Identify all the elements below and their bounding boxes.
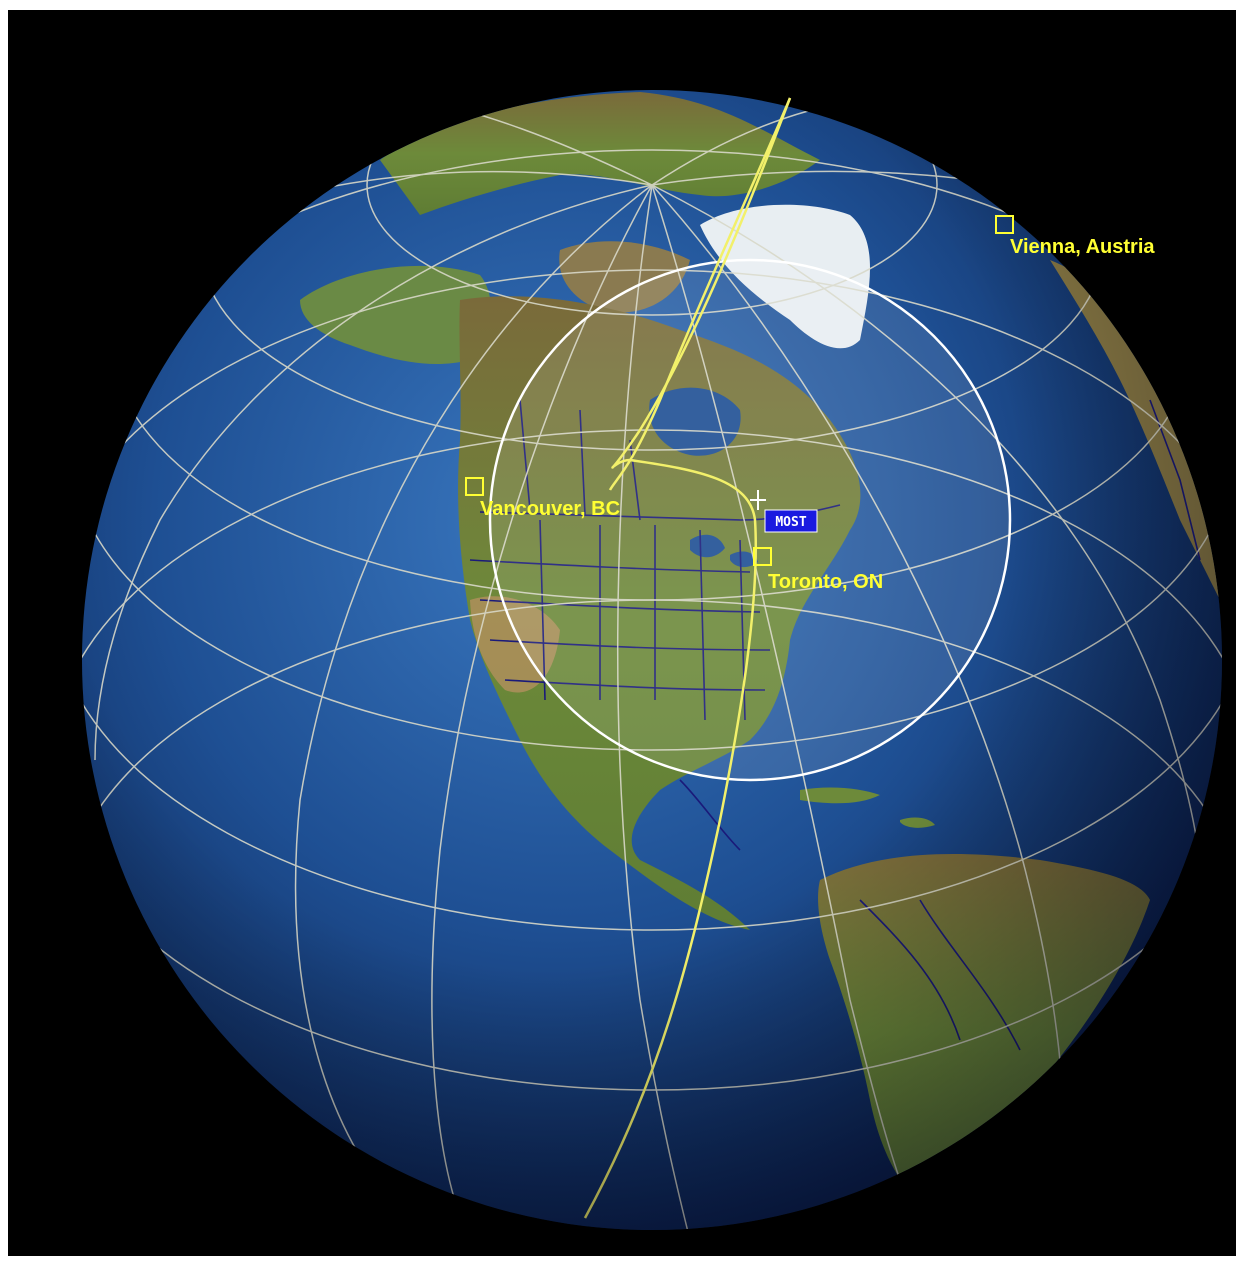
globe-shading (82, 90, 1222, 1230)
satellite-badge (764, 509, 818, 533)
satellite-marker[interactable]: MOST (750, 490, 818, 533)
location-toronto[interactable]: Toronto, ON (753, 547, 883, 593)
square-marker-icon (753, 547, 772, 566)
location-label-toronto: Toronto, ON (768, 571, 883, 593)
satellite-label: MOST (775, 515, 806, 530)
square-marker-icon (465, 477, 484, 496)
square-marker-icon (995, 215, 1014, 234)
location-label-vienna: Vienna, Austria (1010, 236, 1155, 258)
location-vienna[interactable]: Vienna, Austria (995, 215, 1155, 258)
satellite-icon (750, 490, 766, 510)
location-label-vancouver: Vancouver, BC (480, 498, 620, 520)
location-vancouver[interactable]: Vancouver, BC (465, 477, 620, 520)
